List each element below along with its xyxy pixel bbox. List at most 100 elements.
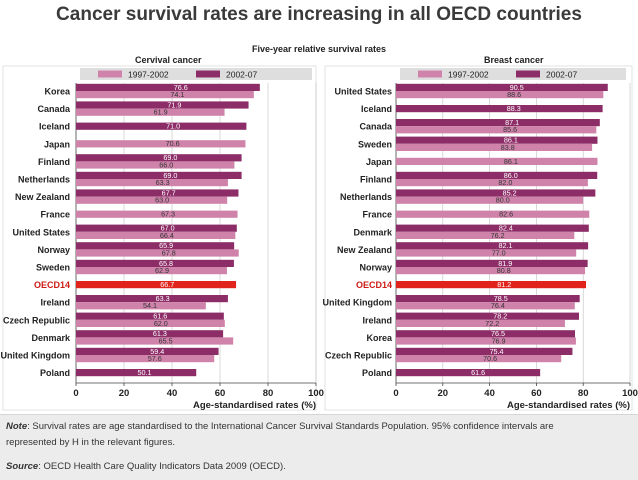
cervical-category-label: Iceland [39,122,70,132]
breast-data-label: 83.8 [501,143,515,152]
breast-x-tick-label-40: 40 [484,388,495,399]
breast-bar-2002-07 [396,347,573,355]
breast-data-label: 80.0 [496,196,510,205]
cervical-category-label: United Kingdom [1,351,71,361]
cervical-bar-2002-07 [76,122,247,130]
breast-data-label: 78.2 [493,312,507,321]
breast-bar-2002-07 [396,259,588,267]
cervical-legend-label-1: 2002-07 [226,70,257,80]
cervical-bar-2002-07 [76,154,242,162]
cervical-category-label: France [40,210,70,220]
breast-legend-band [400,68,626,80]
cervical-bar-2002-07 [76,224,237,232]
source-label: Source [6,461,39,472]
breast-data-label: 82.1 [499,241,513,250]
breast-data-label: 85.6 [503,125,517,134]
cervical-data-label: 62.9 [155,266,169,275]
breast-bar-1997-2002 [396,319,565,327]
cervical-category-label: New Zealand [15,192,70,202]
cervical-bar-2002-07 [76,281,237,289]
cervical-data-label: 71.9 [167,100,181,109]
breast-bar-2002-07 [396,312,579,320]
cervical-category-label: Netherlands [18,175,70,185]
breast-data-label: 80.8 [497,266,511,275]
breast-data-label: 86.1 [504,157,518,166]
source-body: : OECD Health Care Quality Indicators Da… [38,461,286,472]
cervical-data-label: 67.7 [162,188,176,197]
breast-bar-1997-2002 [396,355,562,363]
breast-data-label: 90.5 [510,83,524,92]
cervical-category-label: Japan [44,139,70,149]
note-label: Note [6,421,28,432]
cervical-bar-1997-2002 [76,91,254,99]
cervical-x-axis-label: Age-standardised rates (%) [193,400,316,411]
cervical-category-label: United States [12,227,70,237]
breast-category-label: Japan [366,157,392,167]
breast-panel-title: Breast cancer [484,55,544,65]
breast-data-label: 88.6 [507,90,521,99]
breast-bar-2002-07 [396,105,603,113]
cervical-bar-1997-2002 [76,302,206,310]
cervical-legend-swatch-0 [98,70,122,78]
cervical-bar-1997-2002 [76,249,239,257]
breast-legend-label-0: 1997-2002 [448,70,489,80]
breast-data-label: 86.1 [504,136,518,145]
cervical-bar-2002-07 [76,83,260,91]
cervical-data-label: 61.3 [153,329,167,338]
cervical-bar-1997-2002 [76,267,227,275]
cervical-bar-2002-07 [76,171,242,179]
breast-data-label: 82.4 [499,224,513,233]
cervical-bar-1997-2002 [76,231,236,239]
breast-category-label: Norway [359,263,392,273]
cervical-data-label: 61.9 [154,108,168,117]
cervical-bar-1997-2002 [76,319,225,327]
breast-category-label: United Kingdom [323,298,393,308]
chart-subtitle: Five-year relative survival rates [251,44,387,54]
breast-data-label: 88.3 [507,104,521,113]
cervical-data-label: 66.7 [160,280,174,289]
cervical-bar-1997-2002 [76,210,238,218]
cervical-data-label: 70.6 [166,139,180,148]
cervical-data-label: 65.8 [159,259,173,268]
notes-area: Note: Survival rates are age standardise… [0,414,638,480]
cervical-data-label: 66.0 [159,160,173,169]
breast-bar-2002-07 [396,281,587,289]
breast-bar-1997-2002 [396,126,597,134]
breast-category-label: United States [334,87,392,97]
breast-category-label: Czech Republic [325,351,392,361]
breast-bar-2002-07 [396,330,576,338]
cervical-data-label: 63.3 [156,294,170,303]
breast-bar-1997-2002 [396,302,575,310]
cervical-legend-swatch-1 [196,70,220,78]
breast-data-label: 81.9 [498,259,512,268]
breast-x-tick-label-0: 0 [393,388,398,399]
breast-x-tick-label-80: 80 [578,388,589,399]
breast-bar-2002-07 [396,369,541,377]
breast-bar-2002-07 [396,189,596,197]
breast-data-label: 82.0 [498,178,512,187]
cervical-bar-1997-2002 [76,161,235,169]
cervical-panel-title: Cervival cancer [135,55,202,65]
breast-data-label: 78.5 [494,294,508,303]
cervical-category-label: Ireland [40,298,70,308]
cervical-legend-label-0: 1997-2002 [128,70,169,80]
cervical-data-label: 63.3 [156,178,170,187]
breast-bar-1997-2002 [396,179,588,187]
breast-category-label: Iceland [361,104,392,114]
cervical-data-label: 66.4 [160,231,174,240]
cervical-bar-2002-07 [76,312,224,320]
breast-category-label: Korea [366,333,393,343]
cervical-bar-1997-2002 [76,337,234,345]
cervical-category-label: Korea [44,87,71,97]
cervical-bar-1997-2002 [76,108,225,116]
breast-legend-label-1: 2002-07 [546,70,577,80]
cervical-x-tick-label-20: 20 [119,388,130,399]
breast-data-label: 61.6 [471,368,485,377]
breast-data-label: 86.0 [504,171,518,180]
breast-bar-2002-07 [396,119,600,127]
cervical-data-label: 57.6 [148,354,162,363]
breast-category-label: France [362,210,392,220]
cervical-data-label: 69.0 [163,171,177,180]
cervical-data-label: 67.0 [161,224,175,233]
breast-category-label: Netherlands [340,192,392,202]
